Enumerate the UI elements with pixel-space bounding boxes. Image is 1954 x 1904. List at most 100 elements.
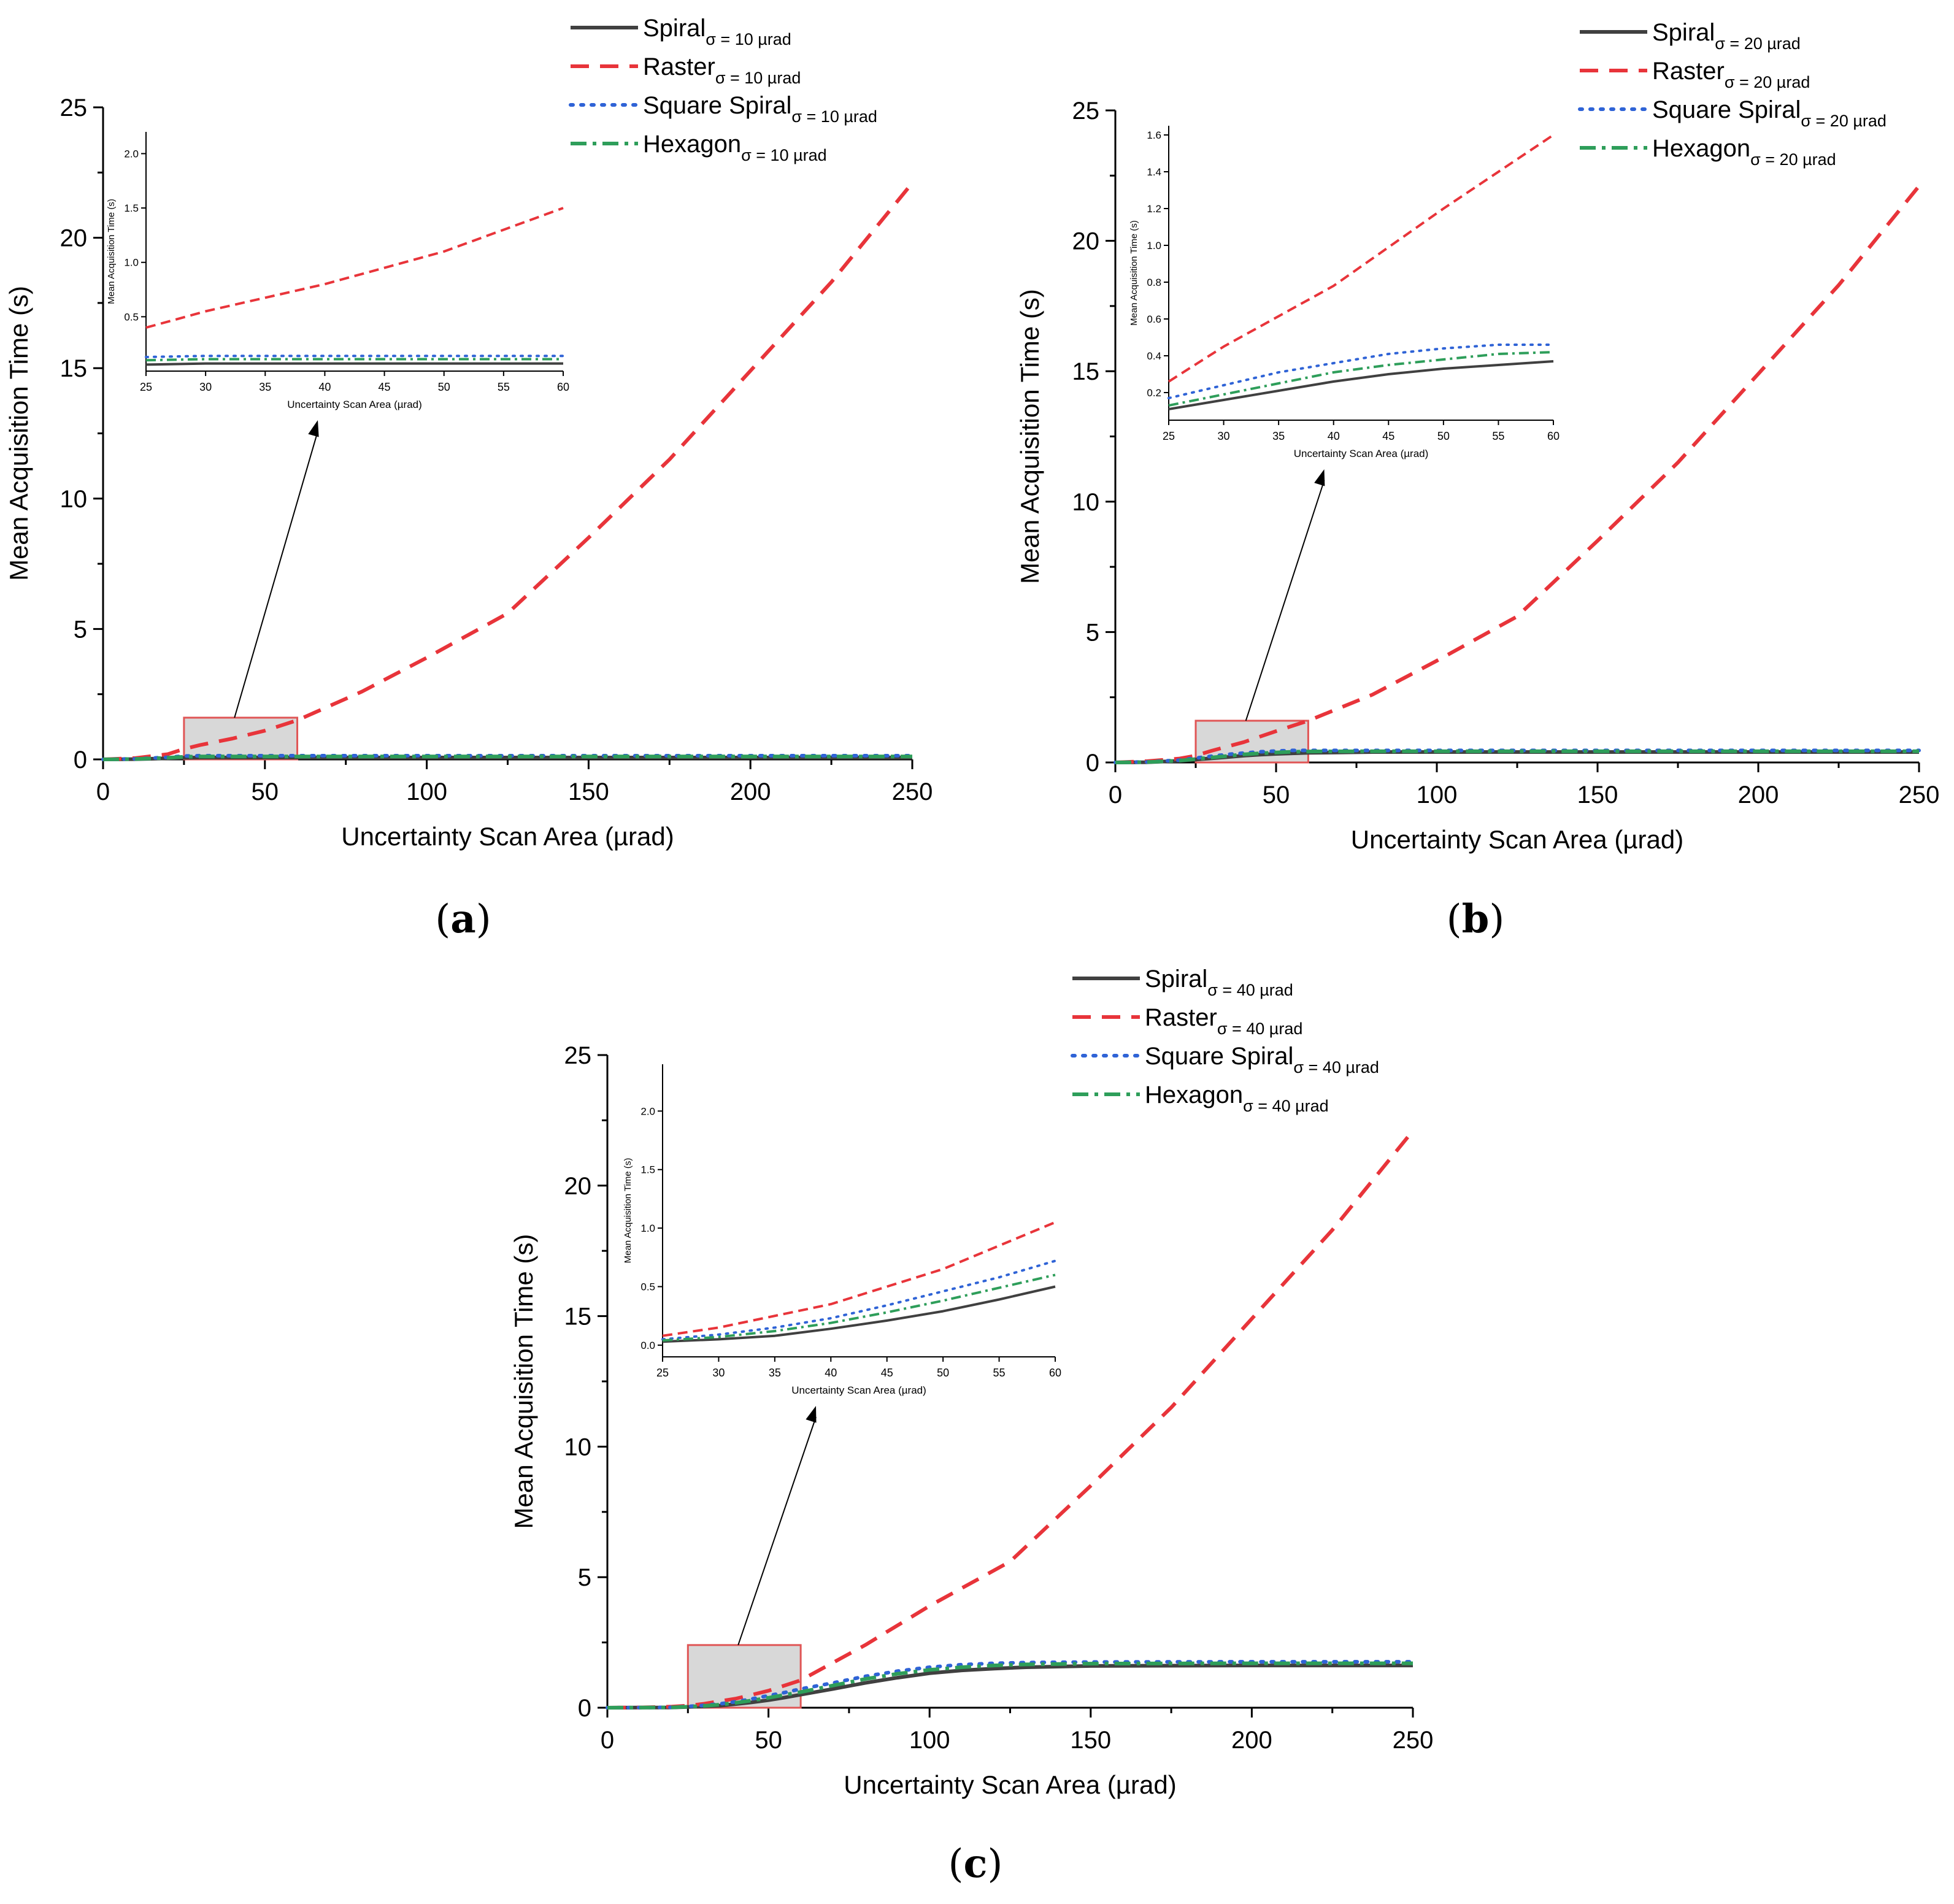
inset-background [1169,126,1553,420]
zoom-arrow-line [234,431,318,718]
inset-x-tick-label: 35 [769,1367,781,1379]
legend-label-square-spiral: Square Spiralσ = 10 µrad [643,92,877,126]
inset-x-axis-title: Uncertainty Scan Area (µrad) [1294,448,1429,459]
inset-x-tick-label: 40 [825,1367,837,1379]
inset-x-tick-label: 50 [1437,430,1450,442]
inset-x-tick-label: 45 [379,381,391,393]
inset-x-tick-label: 60 [557,381,569,393]
y-tick-label: 5 [1086,619,1099,646]
y-tick-label: 25 [1072,98,1100,125]
inset-x-tick-label: 40 [318,381,331,393]
inset-series-line-raster [1167,134,1555,383]
inset-y-tick-label: 0.4 [1147,350,1161,362]
inset-x-tick-label: 30 [712,1367,725,1379]
x-tick-label: 50 [252,778,279,805]
x-axis-title: Uncertainty Scan Area (µrad) [844,1770,1176,1799]
legend-label-raster: Rasterσ = 20 µrad [1652,58,1810,91]
inset-background [146,132,563,371]
x-axis-title: Uncertainty Scan Area (µrad) [341,822,674,851]
inset-series-line-hexagon [1168,351,1554,407]
inset-series-line-hexagon [145,358,563,362]
legend-label-hexagon: Hexagonσ = 10 µrad [643,131,827,164]
inset-y-tick-label: 0.8 [1147,277,1161,288]
x-tick-label: 150 [568,778,609,805]
series-line-raster [1115,185,1921,764]
inset-series-line-square-spiral [1167,344,1555,399]
inset-x-tick-label: 50 [937,1367,949,1379]
legend-label-raster: Rasterσ = 10 µrad [643,53,801,87]
inset-y-tick-label: 2.0 [124,148,139,159]
x-tick-label: 150 [1070,1727,1111,1754]
inset-x-tick-label: 45 [1382,430,1394,442]
inset-y-tick-label: 0.5 [124,311,139,323]
y-tick-label: 10 [60,486,88,513]
x-tick-label: 200 [730,778,771,805]
inset-y-tick-label: 0.2 [1147,387,1161,399]
chart-panel-a: 0 50 100 150 200 250 0 5 10 15 20 25 Uncertainty Sca… [4,15,933,851]
inset-series-line-hexagon [662,1273,1056,1342]
y-tick-label: 10 [1072,489,1100,516]
legend-label-hexagon: Hexagonσ = 40 µrad [1145,1081,1329,1115]
inset-y-tick-label: 1.5 [124,202,139,214]
inset-y-tick-label: 2.0 [640,1105,655,1117]
y-axis-title: Mean Acquisition Time (s) [509,1234,538,1529]
inset-y-axis-title: Mean Acquisition Time (s) [106,199,117,304]
y-tick-label: 5 [74,616,87,643]
x-tick-label: 100 [406,778,447,805]
inset-y-axis-title: Mean Acquisition Time (s) [623,1158,633,1264]
inset-x-tick-label: 60 [1547,430,1560,442]
inset-y-tick-label: 1.0 [640,1223,655,1234]
y-tick-label: 20 [1072,228,1100,255]
inset-y-tick-label: 1.5 [640,1164,655,1176]
x-tick-label: 50 [755,1727,782,1754]
x-tick-label: 0 [96,778,110,805]
legend-label-hexagon: Hexagonσ = 20 µrad [1652,135,1836,169]
inset-x-tick-label: 40 [1328,430,1340,442]
chart-panel-b: 0 50 100 150 200 250 0 5 10 15 20 25 Uncertainty Sca… [1015,19,1939,854]
panel-label-a: (a) [435,896,491,942]
inset-x-axis-title: Uncertainty Scan Area (µrad) [791,1384,926,1396]
inset-x-axis-title: Uncertainty Scan Area (µrad) [287,399,422,410]
inset-x-tick-label: 25 [1163,430,1175,442]
inset-x-tick-label: 30 [199,381,212,393]
x-tick-label: 200 [1738,781,1779,808]
x-axis-title: Uncertainty Scan Area (µrad) [1351,825,1683,854]
legend-label-square-spiral: Square Spiralσ = 20 µrad [1652,96,1887,130]
x-tick-label: 0 [601,1727,614,1754]
y-tick-label: 15 [60,355,88,382]
zoom-arrow-head [1314,469,1325,486]
y-tick-label: 0 [74,747,87,774]
legend-label-spiral: Spiralσ = 20 µrad [1652,19,1801,53]
series-line-raster [102,182,914,761]
inset-y-tick-label: 1.2 [1147,203,1161,215]
inset-y-tick-label: 0.5 [640,1281,655,1293]
inset-x-tick-label: 45 [881,1367,893,1379]
inset-series-line-square-spiral [145,355,564,358]
y-tick-label: 15 [1072,358,1100,385]
zoom-arrow-line [737,1416,817,1646]
x-tick-label: 200 [1231,1727,1272,1754]
legend: Spiralσ = 20 µrad Rasterσ = 20 µrad Square… [1578,19,1887,169]
inset-y-tick-label: 0.6 [1147,313,1161,325]
x-tick-label: 250 [892,778,933,805]
inset-y-tick-label: 0.0 [640,1340,655,1351]
legend: Spiralσ = 10 µrad Rasterσ = 10 µrad Square… [569,15,877,164]
y-tick-label: 0 [1086,750,1099,777]
y-axis-title: Mean Acquisition Time (s) [4,286,33,581]
panel-label-c: (c) [948,1841,1003,1887]
x-tick-label: 100 [1417,781,1458,808]
y-tick-label: 20 [564,1173,592,1200]
inset-series-line-spiral [662,1285,1056,1343]
y-axis-title: Mean Acquisition Time (s) [1015,289,1044,584]
inset-x-tick-label: 55 [498,381,510,393]
series-line-hexagon [102,754,912,761]
y-tick-label: 20 [60,225,88,252]
x-tick-label: 150 [1577,781,1618,808]
chart-panel-c: 0 50 100 150 200 250 0 5 10 15 20 25 Uncertainty Sca… [509,965,1433,1799]
inset-y-tick-label: 1.0 [124,257,139,269]
inset-x-tick-label: 35 [259,381,271,393]
panel-label-b: (b) [1447,896,1505,942]
x-tick-label: 250 [1899,781,1940,808]
inset-x-tick-label: 60 [1049,1367,1061,1379]
